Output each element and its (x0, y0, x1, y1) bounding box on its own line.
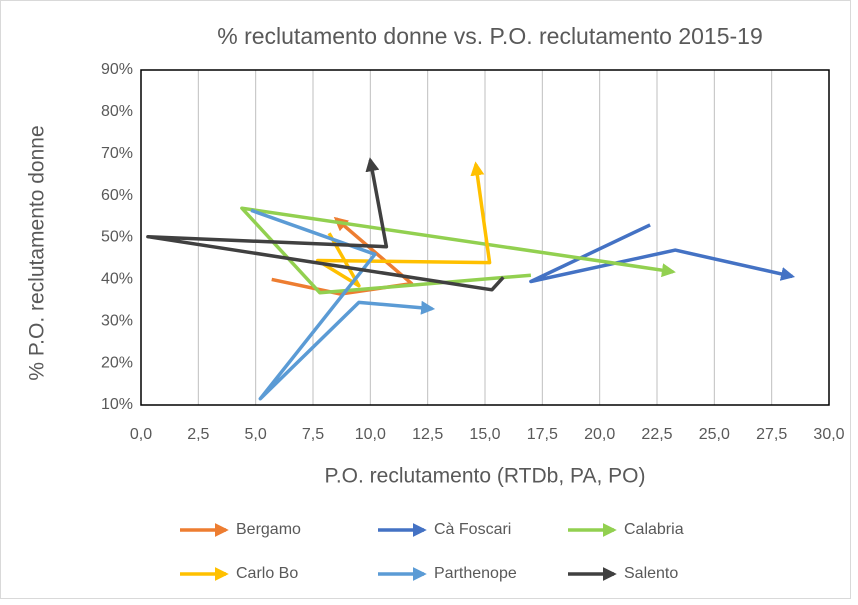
legend-label: Salento (624, 565, 678, 582)
legend-label: Bergamo (236, 521, 301, 538)
series-line (250, 208, 436, 401)
x-tick-label: 0,0 (130, 426, 152, 443)
y-tick-label: 40% (101, 271, 133, 288)
x-tick-label: 15,0 (469, 426, 500, 443)
y-tick-label: 20% (101, 354, 133, 371)
legend-label: Carlo Bo (236, 565, 298, 582)
y-tick-label: 30% (101, 312, 133, 329)
plot-frame (140, 69, 830, 406)
series-line (529, 223, 796, 284)
x-tick-label: 10,0 (355, 426, 386, 443)
legend-label: Calabria (624, 521, 684, 538)
x-tick-label: 5,0 (245, 426, 267, 443)
series-line (240, 206, 676, 295)
x-tick-label: 7,5 (302, 426, 324, 443)
y-tick-label: 90% (101, 61, 133, 78)
y-tick-label: 10% (101, 396, 133, 413)
legend-label: Cà Foscari (434, 521, 511, 538)
y-tick-label: 70% (101, 145, 133, 162)
y-axis-label: % P.O. reclutamento donne (26, 125, 49, 380)
y-tick-label: 60% (101, 187, 133, 204)
x-tick-label: 22,5 (641, 426, 672, 443)
x-axis-label: P.O. reclutamento (RTDb, PA, PO) (325, 465, 646, 488)
chart-title: % reclutamento donne vs. P.O. reclutamen… (217, 23, 763, 49)
x-tick-label: 12,5 (412, 426, 443, 443)
legend-label: Parthenope (434, 565, 517, 582)
y-tick-label: 80% (101, 103, 133, 120)
x-tick-label: 30,0 (813, 426, 844, 443)
x-tick-label: 27,5 (756, 426, 787, 443)
y-tick-label: 50% (101, 229, 133, 246)
x-tick-label: 17,5 (527, 426, 558, 443)
x-tick-label: 25,0 (699, 426, 730, 443)
x-tick-label: 20,0 (584, 426, 615, 443)
x-tick-label: 2,5 (187, 426, 209, 443)
series-line (146, 157, 505, 292)
